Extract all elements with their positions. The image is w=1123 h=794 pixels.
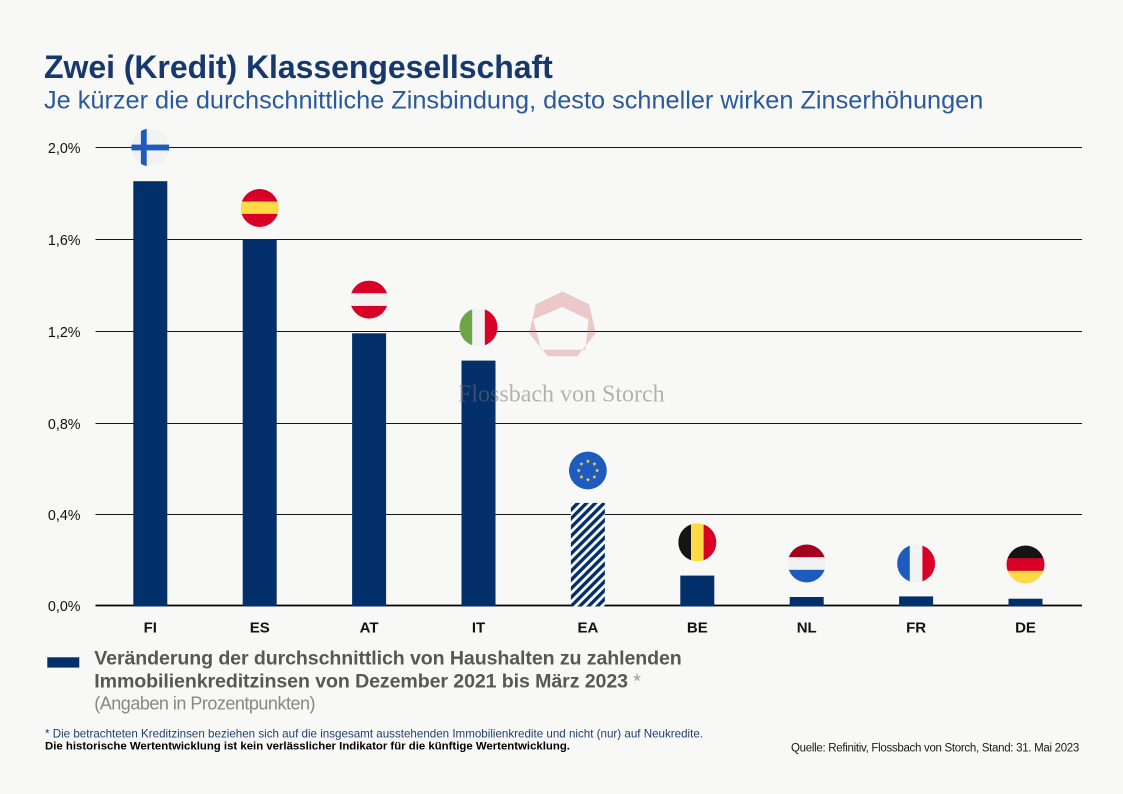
svg-text:BE: BE — [687, 620, 708, 637]
svg-text:NL: NL — [797, 620, 817, 637]
svg-text:Je kürzer die durchschnittlich: Je kürzer die durchschnittliche Zinsbind… — [44, 87, 983, 115]
svg-text:Quelle: Refinitiv, Flossbach v: Quelle: Refinitiv, Flossbach von Storch,… — [791, 743, 1079, 755]
svg-text:EA: EA — [577, 620, 598, 637]
svg-text:1,2%: 1,2% — [48, 325, 81, 341]
svg-text:0,8%: 0,8% — [48, 417, 81, 433]
svg-text:ES: ES — [250, 620, 270, 637]
svg-text:Zwei (Kredit) Klassengesellsch: Zwei (Kredit) Klassengesellschaft — [44, 49, 553, 85]
svg-text:Flossbach von Storch: Flossbach von Storch — [458, 381, 665, 407]
svg-text:Veränderung der durchschnittli: Veränderung der durchschnittlich von Hau… — [94, 648, 681, 670]
svg-text:0,4%: 0,4% — [48, 508, 81, 524]
svg-text:* Die betrachteten Kreditzinse: * Die betrachteten Kreditzinsen beziehen… — [45, 728, 703, 741]
svg-text:IT: IT — [472, 620, 485, 637]
svg-text:(Angaben in Prozentpunkten): (Angaben in Prozentpunkten) — [94, 694, 315, 714]
svg-text:0,0%: 0,0% — [48, 599, 81, 615]
svg-text:FI: FI — [144, 620, 157, 637]
svg-text:1,6%: 1,6% — [48, 233, 81, 249]
svg-text:Die historische Wertentwicklun: Die historische Wertentwicklung ist kein… — [45, 741, 570, 753]
svg-text:Immobilienkreditzinsen von Dez: Immobilienkreditzinsen von Dezember 2021… — [94, 670, 641, 692]
svg-text:DE: DE — [1015, 620, 1036, 637]
svg-text:2,0%: 2,0% — [48, 141, 81, 157]
svg-text:FR: FR — [906, 620, 926, 637]
svg-text:AT: AT — [360, 620, 379, 637]
